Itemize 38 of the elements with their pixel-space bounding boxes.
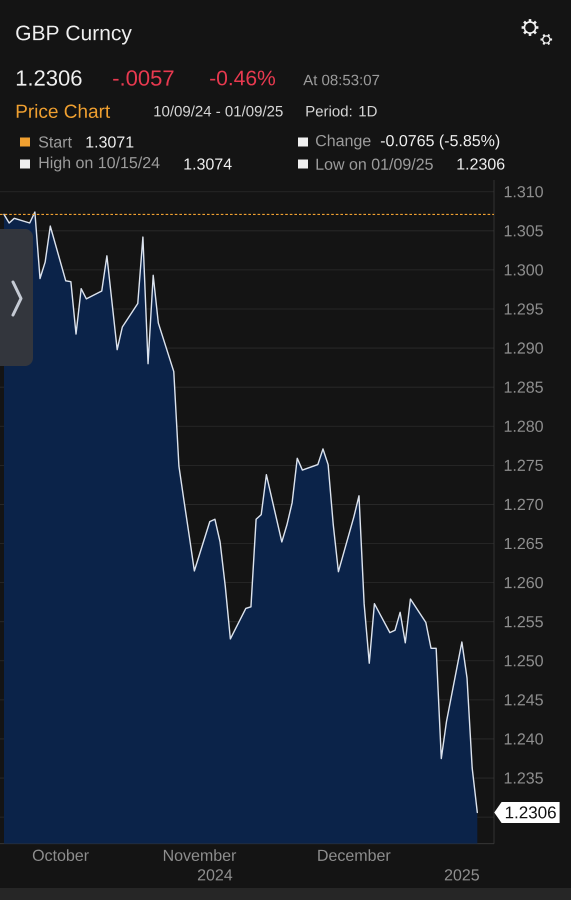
y-tick-label: 1.255	[504, 616, 543, 628]
y-tick-label: 1.295	[504, 303, 543, 315]
y-tick-label: 1.270	[504, 498, 543, 510]
x-tick-label: December	[318, 849, 390, 861]
y-tick-label: 1.275	[504, 460, 543, 472]
text: -.0057	[113, 70, 174, 86]
chart-title: GBP Curncy	[16, 25, 132, 45]
x2-tick-label: 2025	[444, 869, 479, 881]
y-tick-label: 1.280	[504, 420, 543, 432]
x2-tick-label: 2024	[198, 869, 232, 881]
y-tick-label: 1.305	[504, 225, 543, 236]
y-tick-label: 1.235	[504, 772, 543, 784]
y-tick-label: 1.250	[504, 655, 543, 666]
text: Period: 1D	[306, 105, 377, 117]
text: 1.2306	[457, 158, 504, 170]
chart-subtitle: Price Chart	[16, 104, 110, 118]
y-tick-label: 1.285	[504, 382, 543, 393]
annotation: 1.2306	[506, 806, 556, 818]
text: 1.2306	[16, 70, 82, 86]
text: 10/09/24 - 01/09/25	[154, 105, 283, 117]
y-tick-label: 1.310	[504, 186, 543, 198]
legend-label: Start	[38, 136, 72, 148]
x-tick-label: October	[32, 849, 89, 861]
text: 1.3074	[184, 158, 232, 170]
text: 1.3071	[86, 136, 134, 148]
y-tick-label: 1.300	[504, 264, 543, 276]
text: Low on 01/09/25	[316, 158, 433, 170]
text: Change	[316, 134, 371, 150]
text: At 08:53:07	[303, 74, 380, 86]
y-tick-label: 1.265	[504, 538, 543, 550]
y-tick-label: 1.240	[504, 733, 543, 745]
y-tick-label: 1.260	[504, 576, 543, 588]
y-tick-label: 1.290	[504, 342, 543, 354]
y-tick-label: 1.245	[504, 694, 543, 706]
x-tick-label: November	[164, 849, 236, 861]
text: -0.46%	[210, 70, 275, 86]
text: -0.0765 (-5.85%)	[380, 134, 500, 150]
text: High on 10/15/24	[40, 156, 160, 172]
